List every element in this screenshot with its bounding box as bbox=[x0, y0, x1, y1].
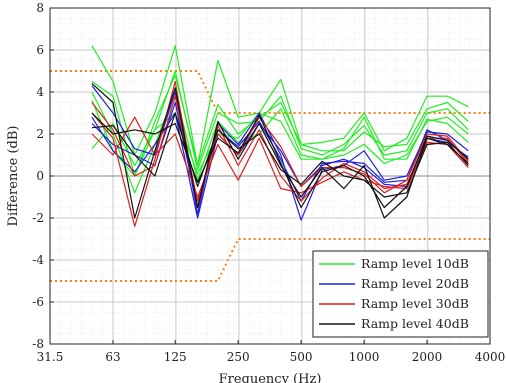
x-tick-label: 2000 bbox=[412, 350, 443, 364]
series-line bbox=[91, 45, 469, 167]
legend: Ramp level 10dB Ramp level 20dB Ramp level… bbox=[312, 250, 489, 338]
x-axis-label: Frequency (Hz) bbox=[219, 372, 322, 383]
series-line bbox=[91, 80, 469, 227]
series-line bbox=[91, 74, 469, 177]
series-line bbox=[91, 112, 469, 175]
x-tick-label: 31.5 bbox=[37, 350, 64, 364]
limit-lines bbox=[50, 70, 490, 282]
series-line bbox=[91, 95, 469, 202]
data-series bbox=[91, 45, 469, 227]
y-tick-label: -6 bbox=[32, 295, 44, 309]
legend-box bbox=[312, 250, 489, 338]
x-tick-label: 1000 bbox=[349, 350, 380, 364]
y-tick-label: 6 bbox=[36, 43, 44, 57]
x-tick-label: 500 bbox=[290, 350, 313, 364]
y-tick-label: -8 bbox=[32, 337, 44, 351]
y-axis-label: Difference (dB) bbox=[6, 126, 21, 227]
y-tick-label: -2 bbox=[32, 211, 44, 225]
y-tick-label: 2 bbox=[36, 127, 44, 141]
y-tick-label: 4 bbox=[36, 85, 44, 99]
series-line bbox=[91, 83, 469, 219]
limit-line bbox=[50, 70, 490, 114]
series-line bbox=[91, 112, 469, 198]
legend-label: Ramp level 10dB bbox=[361, 256, 469, 271]
x-tick-label: 250 bbox=[227, 350, 250, 364]
y-axis-ticks: -8 -6 -4 -2 0 2 4 6 8 bbox=[32, 1, 54, 351]
limit-line bbox=[50, 238, 490, 282]
x-axis-ticks: 31.5 63 125 250 500 1000 2000 4000 bbox=[37, 340, 506, 364]
x-tick-label: 125 bbox=[164, 350, 187, 364]
legend-label: Ramp level 20dB bbox=[361, 276, 469, 291]
y-tick-label: -4 bbox=[32, 253, 44, 267]
y-tick-label: 8 bbox=[36, 1, 44, 15]
legend-label: Ramp level 30dB bbox=[361, 296, 469, 311]
x-tick-label: 4000 bbox=[475, 350, 506, 364]
series-line bbox=[91, 112, 469, 209]
y-tick-label: 0 bbox=[36, 169, 44, 183]
legend-label: Ramp level 40dB bbox=[361, 316, 469, 331]
x-tick-label: 63 bbox=[105, 350, 120, 364]
series-line bbox=[91, 116, 469, 198]
